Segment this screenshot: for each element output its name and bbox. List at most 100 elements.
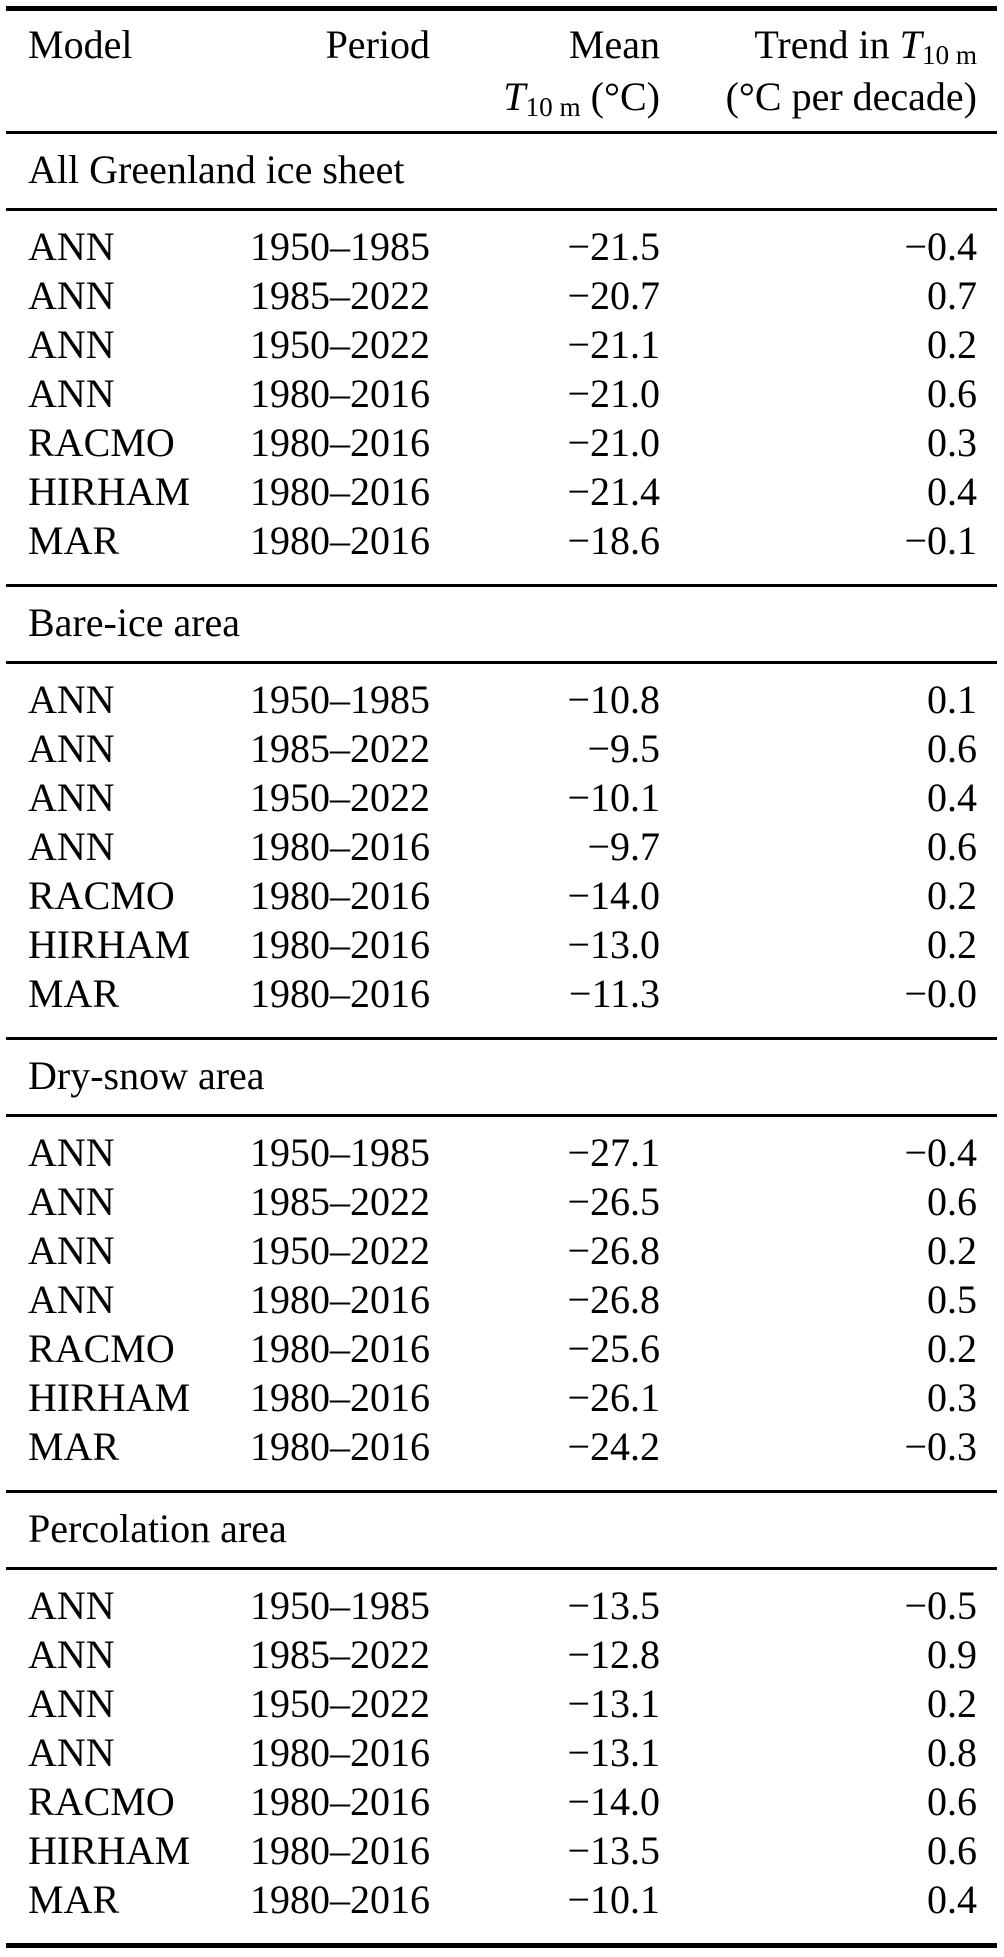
cell-model: ANN <box>28 1632 115 1677</box>
table-row: ANN 1950–1985 −13.5 −0.5 <box>6 1581 997 1630</box>
cell-model: MAR <box>28 1877 120 1922</box>
cell-trend: 0.6 <box>927 726 977 771</box>
cell-period: 1950–1985 <box>250 224 430 269</box>
section-rows: ANN 1950–1985 −10.8 0.1 ANN 1985–2022 −9… <box>6 664 997 1037</box>
table-row: HIRHAM 1980–2016 −13.0 0.2 <box>6 920 997 969</box>
cell-period: 1980–2016 <box>250 824 430 869</box>
cell-model: ANN <box>28 322 115 367</box>
table-row: MAR 1980–2016 −18.6 −0.1 <box>6 516 997 565</box>
cell-model: ANN <box>28 1130 115 1175</box>
cell-mean: −21.1 <box>567 322 660 367</box>
cell-period: 1950–1985 <box>250 1130 430 1175</box>
cell-period: 1980–2016 <box>250 873 430 918</box>
section-rows: ANN 1950–1985 −13.5 −0.5 ANN 1985–2022 −… <box>6 1570 997 1943</box>
table-row: RACMO 1980–2016 −21.0 0.3 <box>6 418 997 467</box>
cell-mean: −11.3 <box>568 971 660 1016</box>
section-divider-rule <box>6 1114 997 1117</box>
section-title: All Greenland ice sheet <box>28 147 405 192</box>
cell-trend: 0.6 <box>927 1179 977 1224</box>
cell-period: 1985–2022 <box>250 1632 430 1677</box>
cell-model: ANN <box>28 1681 115 1726</box>
section-rows: ANN 1950–1985 −21.5 −0.4 ANN 1985–2022 −… <box>6 211 997 584</box>
cell-trend: −0.1 <box>904 518 977 563</box>
cell-mean: −24.2 <box>567 1424 660 1469</box>
cell-mean: −13.5 <box>567 1583 660 1628</box>
table-row: ANN 1950–2022 −26.8 0.2 <box>6 1226 997 1275</box>
table-row: MAR 1980–2016 −11.3 −0.0 <box>6 969 997 1018</box>
cell-period: 1980–2016 <box>250 1730 430 1775</box>
cell-period: 1980–2016 <box>250 1779 430 1824</box>
table-row: HIRHAM 1980–2016 −13.5 0.6 <box>6 1826 997 1875</box>
t10m-symbol: T <box>899 22 922 67</box>
cell-period: 1980–2016 <box>250 971 430 1016</box>
cell-model: HIRHAM <box>28 1375 191 1420</box>
cell-trend: 0.2 <box>927 922 977 967</box>
cell-trend: 0.4 <box>927 469 977 514</box>
table-row: ANN 1980–2016 −26.8 0.5 <box>6 1275 997 1324</box>
section-top-rule <box>6 1037 997 1040</box>
cell-model: RACMO <box>28 420 175 465</box>
cell-model: RACMO <box>28 1779 175 1824</box>
table-header-row: Model Period Mean T10 m (°C) Trend in T1… <box>6 11 997 131</box>
cell-model: ANN <box>28 1179 115 1224</box>
table-row: RACMO 1980–2016 −14.0 0.6 <box>6 1777 997 1826</box>
cell-mean: −13.1 <box>567 1681 660 1726</box>
cell-mean: −14.0 <box>567 1779 660 1824</box>
cell-period: 1950–2022 <box>250 322 430 367</box>
cell-period: 1985–2022 <box>250 273 430 318</box>
section-top-rule <box>6 1490 997 1493</box>
cell-trend: 0.7 <box>927 273 977 318</box>
cell-mean: −14.0 <box>567 873 660 918</box>
cell-trend: 0.1 <box>927 677 977 722</box>
cell-model: ANN <box>28 775 115 820</box>
table-row: HIRHAM 1980–2016 −26.1 0.3 <box>6 1373 997 1422</box>
cell-mean: −18.6 <box>567 518 660 563</box>
cell-period: 1950–2022 <box>250 775 430 820</box>
cell-model: ANN <box>28 224 115 269</box>
column-header-mean: Mean T10 m (°C) <box>430 19 660 123</box>
cell-period: 1950–2022 <box>250 1228 430 1273</box>
mean-unit: (°C) <box>580 74 660 119</box>
table-row: ANN 1985–2022 −9.5 0.6 <box>6 724 997 773</box>
section-rows: ANN 1950–1985 −27.1 −0.4 ANN 1985–2022 −… <box>6 1117 997 1490</box>
t10m-subscript: 10 m <box>921 39 977 70</box>
cell-period: 1950–1985 <box>250 677 430 722</box>
cell-model: HIRHAM <box>28 1828 191 1873</box>
cell-mean: −20.7 <box>567 273 660 318</box>
cell-model: HIRHAM <box>28 922 191 967</box>
cell-trend: −0.4 <box>904 224 977 269</box>
cell-model: ANN <box>28 824 115 869</box>
cell-period: 1985–2022 <box>250 1179 430 1224</box>
cell-trend: −0.0 <box>904 971 977 1016</box>
cell-mean: −9.5 <box>587 726 660 771</box>
cell-trend: 0.2 <box>927 322 977 367</box>
table-row: MAR 1980–2016 −10.1 0.4 <box>6 1875 997 1924</box>
table-row: RACMO 1980–2016 −25.6 0.2 <box>6 1324 997 1373</box>
column-header-model: Model <box>28 22 133 67</box>
section-title: Bare-ice area <box>28 600 241 645</box>
table-section: Dry-snow area ANN 1950–1985 −27.1 −0.4 A… <box>6 1037 997 1490</box>
cell-trend: 0.8 <box>927 1730 977 1775</box>
section-top-rule <box>6 131 997 134</box>
cell-period: 1980–2016 <box>250 469 430 514</box>
table-section: Bare-ice area ANN 1950–1985 −10.8 0.1 AN… <box>6 584 997 1037</box>
cell-period: 1980–2016 <box>250 518 430 563</box>
cell-period: 1980–2016 <box>250 1277 430 1322</box>
table-row: RACMO 1980–2016 −14.0 0.2 <box>6 871 997 920</box>
cell-model: ANN <box>28 1583 115 1628</box>
column-header-mean-line1: Mean <box>568 22 660 67</box>
cell-mean: −21.0 <box>567 371 660 416</box>
table-row: ANN 1985–2022 −26.5 0.6 <box>6 1177 997 1226</box>
cell-model: ANN <box>28 1277 115 1322</box>
cell-model: MAR <box>28 518 120 563</box>
table-row: ANN 1950–1985 −10.8 0.1 <box>6 675 997 724</box>
section-title: Dry-snow area <box>28 1053 265 1098</box>
cell-mean: −13.5 <box>567 1828 660 1873</box>
data-table: Model Period Mean T10 m (°C) Trend in T1… <box>6 6 997 1948</box>
column-header-mean-line2: T10 m (°C) <box>430 71 660 123</box>
bottom-rule <box>6 1943 997 1948</box>
table-row: ANN 1950–2022 −21.1 0.2 <box>6 320 997 369</box>
cell-mean: −13.1 <box>567 1730 660 1775</box>
table-row: MAR 1980–2016 −24.2 −0.3 <box>6 1422 997 1471</box>
table-row: ANN 1950–2022 −13.1 0.2 <box>6 1679 997 1728</box>
